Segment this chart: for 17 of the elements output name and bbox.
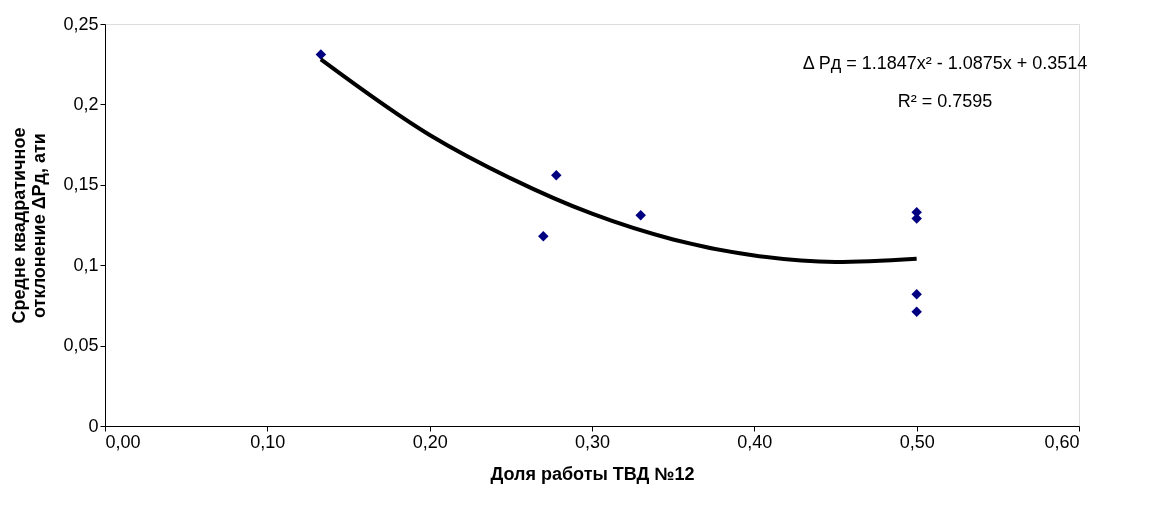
x-tick-label: 0,40 — [737, 431, 773, 452]
y-tick-label: 0,15 — [63, 174, 99, 195]
y-tick-label: 0,2 — [73, 93, 99, 114]
x-tick-label: 0,60 — [1044, 431, 1080, 452]
y-tick-label: 0,1 — [73, 254, 99, 275]
x-tick-label: 0,30 — [574, 431, 611, 452]
annotation: R² = 0.7595 — [897, 91, 993, 111]
y-tick-label: 0,25 — [63, 13, 99, 34]
y-tick-label: 0 — [88, 415, 99, 436]
x-axis-title: Доля работы ТВД №12 — [490, 463, 695, 484]
x-tick-label: 0,50 — [899, 431, 935, 452]
y-axis-title: Средне квадратичное отклонение ΔPд, ати — [9, 127, 50, 324]
x-tick-label: 0,10 — [250, 431, 286, 452]
x-tick-label: 0,00 — [105, 431, 141, 452]
x-tick-label: 0,20 — [412, 431, 448, 452]
annotation: Δ Pд = 1.1847x² - 1.0875x + 0.3514 — [802, 53, 1088, 73]
y-tick-label: 0,05 — [63, 335, 99, 356]
